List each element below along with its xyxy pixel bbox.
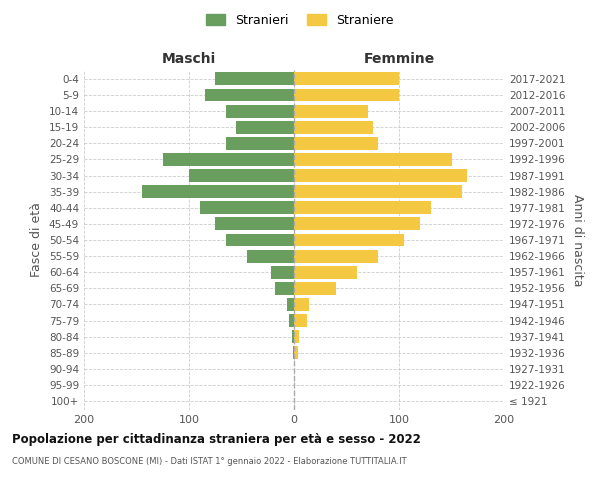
Bar bbox=[163, 153, 294, 166]
Bar bbox=[292, 330, 294, 343]
Text: Popolazione per cittadinanza straniera per età e sesso - 2022: Popolazione per cittadinanza straniera p… bbox=[12, 432, 421, 446]
Bar bbox=[294, 218, 420, 230]
Bar bbox=[294, 282, 336, 295]
Bar bbox=[287, 298, 294, 311]
Bar bbox=[189, 169, 294, 182]
Bar bbox=[226, 104, 294, 118]
Bar bbox=[294, 314, 307, 327]
Bar bbox=[142, 185, 294, 198]
Bar bbox=[294, 330, 299, 343]
Text: Maschi: Maschi bbox=[162, 52, 216, 66]
Bar bbox=[294, 104, 367, 118]
Bar bbox=[294, 185, 462, 198]
Bar bbox=[226, 234, 294, 246]
Bar bbox=[294, 234, 404, 246]
Bar bbox=[294, 250, 378, 262]
Y-axis label: Fasce di età: Fasce di età bbox=[31, 202, 43, 278]
Bar bbox=[226, 137, 294, 150]
Bar bbox=[199, 202, 294, 214]
Bar bbox=[215, 72, 294, 86]
Bar bbox=[294, 121, 373, 134]
Legend: Stranieri, Straniere: Stranieri, Straniere bbox=[202, 8, 398, 32]
Bar bbox=[215, 218, 294, 230]
Y-axis label: Anni di nascita: Anni di nascita bbox=[571, 194, 584, 286]
Bar bbox=[289, 314, 294, 327]
Bar bbox=[205, 88, 294, 102]
Bar bbox=[293, 346, 294, 359]
Bar bbox=[294, 346, 298, 359]
Text: COMUNE DI CESANO BOSCONE (MI) - Dati ISTAT 1° gennaio 2022 - Elaborazione TUTTIT: COMUNE DI CESANO BOSCONE (MI) - Dati IST… bbox=[12, 458, 407, 466]
Bar bbox=[294, 72, 399, 86]
Bar bbox=[275, 282, 294, 295]
Bar bbox=[247, 250, 294, 262]
Bar bbox=[294, 137, 378, 150]
Bar bbox=[294, 298, 309, 311]
Bar bbox=[294, 266, 357, 278]
Bar bbox=[271, 266, 294, 278]
Text: Femmine: Femmine bbox=[364, 52, 434, 66]
Bar bbox=[294, 169, 467, 182]
Bar bbox=[294, 88, 399, 102]
Bar bbox=[294, 202, 431, 214]
Bar bbox=[236, 121, 294, 134]
Bar bbox=[294, 153, 452, 166]
